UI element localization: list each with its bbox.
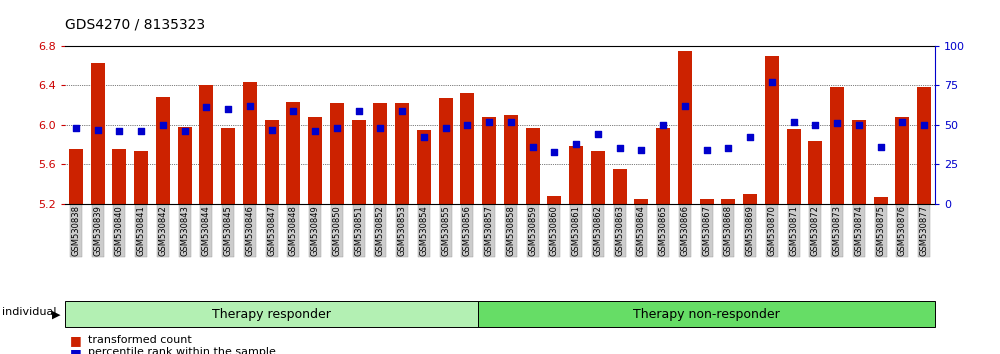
Text: ■: ■ bbox=[70, 335, 82, 348]
Bar bbox=[221, 128, 235, 204]
Point bbox=[198, 105, 214, 110]
Point bbox=[829, 120, 845, 126]
Point bbox=[416, 135, 432, 140]
Point bbox=[720, 145, 736, 151]
Point bbox=[525, 144, 541, 150]
Point bbox=[612, 145, 628, 151]
Point bbox=[177, 128, 193, 134]
Text: GDS4270 / 8135323: GDS4270 / 8135323 bbox=[65, 18, 205, 32]
Point bbox=[807, 122, 823, 128]
Point bbox=[329, 125, 345, 131]
Bar bbox=[917, 87, 931, 204]
Bar bbox=[765, 56, 779, 204]
Bar bbox=[547, 196, 561, 204]
Bar bbox=[504, 115, 518, 204]
Bar bbox=[874, 197, 888, 204]
Bar bbox=[852, 120, 866, 204]
Bar bbox=[721, 199, 735, 204]
Point bbox=[546, 149, 562, 154]
Bar bbox=[417, 130, 431, 204]
Text: Therapy responder: Therapy responder bbox=[212, 308, 331, 321]
Point bbox=[351, 108, 367, 113]
Bar bbox=[330, 103, 344, 204]
Bar bbox=[895, 117, 909, 204]
Point bbox=[568, 141, 584, 147]
Bar bbox=[265, 120, 279, 204]
Bar bbox=[591, 152, 605, 204]
Point bbox=[764, 79, 780, 85]
Bar bbox=[743, 194, 757, 204]
Point bbox=[68, 125, 84, 131]
Point bbox=[133, 128, 149, 134]
Bar bbox=[156, 97, 170, 204]
Bar bbox=[569, 147, 583, 204]
Bar bbox=[134, 152, 148, 204]
Bar bbox=[69, 149, 83, 204]
Bar bbox=[395, 103, 409, 204]
Point bbox=[242, 103, 258, 109]
Bar bbox=[526, 128, 540, 204]
Text: ■: ■ bbox=[70, 347, 82, 354]
Point bbox=[633, 147, 649, 153]
Bar bbox=[700, 199, 714, 204]
Bar bbox=[808, 141, 822, 204]
Bar bbox=[199, 85, 213, 204]
Bar bbox=[787, 129, 801, 204]
Bar bbox=[634, 199, 648, 204]
Point bbox=[590, 131, 606, 137]
Text: individual: individual bbox=[2, 307, 56, 318]
Text: Therapy non-responder: Therapy non-responder bbox=[633, 308, 780, 321]
Point bbox=[786, 119, 802, 125]
Point bbox=[285, 108, 301, 113]
Bar bbox=[678, 51, 692, 204]
Bar bbox=[439, 98, 453, 204]
Point bbox=[372, 125, 388, 131]
Point bbox=[264, 127, 280, 132]
Point bbox=[220, 106, 236, 112]
Bar bbox=[613, 169, 627, 204]
Point bbox=[873, 144, 889, 150]
Bar bbox=[112, 149, 126, 204]
Point bbox=[894, 119, 910, 125]
Point bbox=[155, 122, 171, 128]
Point bbox=[916, 122, 932, 128]
Point bbox=[699, 147, 715, 153]
Point bbox=[851, 122, 867, 128]
Bar bbox=[286, 102, 300, 204]
Point bbox=[677, 103, 693, 109]
Bar bbox=[308, 117, 322, 204]
Bar bbox=[352, 120, 366, 204]
Text: ▶: ▶ bbox=[52, 309, 60, 319]
Bar bbox=[373, 103, 387, 204]
Point bbox=[503, 119, 519, 125]
Bar bbox=[656, 128, 670, 204]
Text: transformed count: transformed count bbox=[88, 335, 192, 344]
Point bbox=[394, 108, 410, 113]
Bar bbox=[460, 93, 474, 204]
Point bbox=[481, 119, 497, 125]
Point bbox=[307, 128, 323, 134]
Point bbox=[90, 127, 106, 132]
Bar bbox=[91, 63, 105, 204]
Point bbox=[438, 125, 454, 131]
Point bbox=[111, 128, 127, 134]
Point bbox=[742, 135, 758, 140]
Bar bbox=[482, 117, 496, 204]
Bar bbox=[830, 87, 844, 204]
Bar bbox=[178, 127, 192, 204]
Text: percentile rank within the sample: percentile rank within the sample bbox=[88, 347, 276, 354]
Point bbox=[655, 122, 671, 128]
Bar bbox=[243, 82, 257, 204]
Point bbox=[459, 122, 475, 128]
